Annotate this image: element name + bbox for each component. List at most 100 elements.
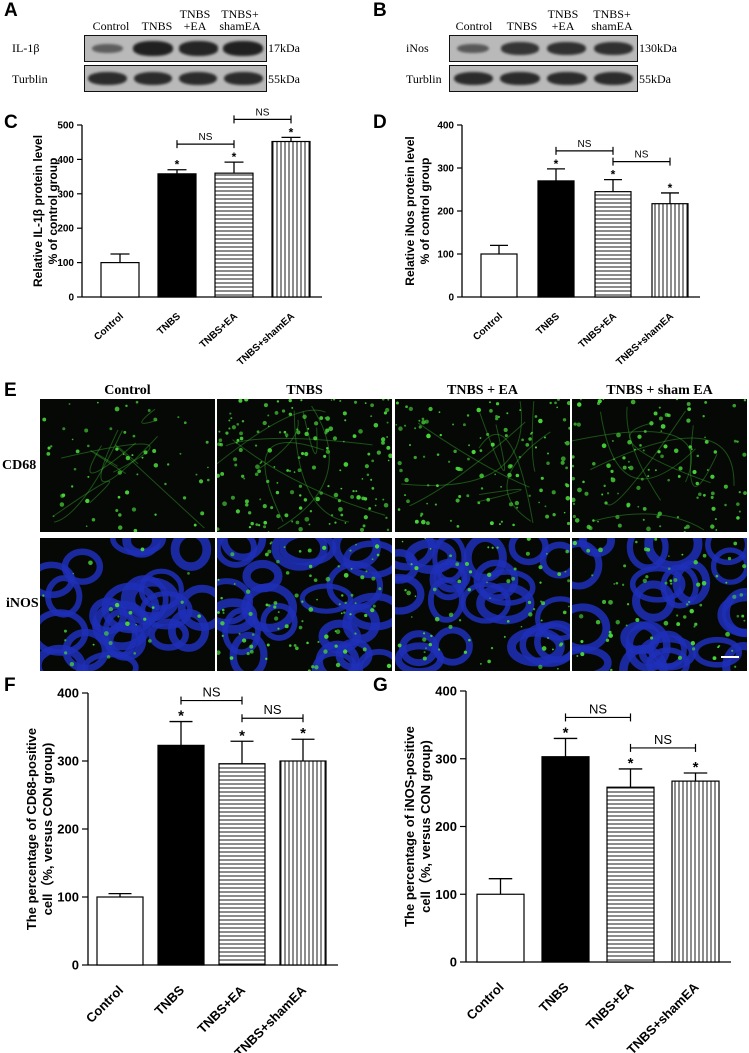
chart-d-bar-3 — [594, 191, 632, 298]
chart-g-bracket-1-label: NS — [589, 701, 607, 716]
chart-f-bar-2 — [157, 744, 205, 966]
blot-b-band-r1-lane3 — [547, 41, 587, 56]
blot-a-row2-strip — [84, 65, 267, 92]
chart-c-ylabel: Relative IL-1β protein level% of control… — [31, 135, 60, 287]
chart-d-ytick-label-2: 200 — [437, 207, 454, 218]
chart-f-category-3: TNBS+EA — [194, 982, 248, 1036]
micrograph-cd68-2 — [217, 399, 392, 532]
chart-f-ytick-label-4: 400 — [57, 686, 79, 701]
chart-g-bar-3 — [606, 786, 655, 963]
chart-d-category-4: TNBS+shamEA — [614, 311, 676, 368]
blot-b-band-r2-lane4 — [593, 71, 634, 86]
panel-letter-d: D — [373, 112, 387, 133]
blot-b-band-r2-lane2 — [500, 71, 540, 86]
chart-c-ytick-label-4: 400 — [57, 155, 74, 166]
chart-c-bar-3 — [214, 172, 254, 298]
panel-letter-c: C — [4, 112, 18, 133]
micrograph-col-tnbs-ea: TNBS + EA — [447, 383, 518, 398]
chart-f-sig-2: * — [178, 708, 184, 725]
chart-c-bar-2 — [157, 173, 197, 298]
chart-g-ytick-label-1: 100 — [435, 887, 457, 902]
chart-f-ytick-label-2: 200 — [57, 822, 79, 837]
chart-f-bar-1 — [96, 896, 144, 966]
blot-b-col-tnbs-ea: TNBS +EA — [547, 7, 579, 33]
micrograph-col-control: Control — [104, 383, 151, 398]
chart-c: 0 100 200 300 400 500 Relative IL-1β protein l… — [31, 107, 322, 368]
blot-a-band-r2-lane2 — [133, 71, 173, 86]
blot-a-band-r1-lane2 — [132, 41, 173, 56]
blot-b-row2-label: Turblin — [406, 72, 442, 86]
chart-c-bracket-1-label: NS — [199, 132, 213, 143]
chart-f-ytick-label-3: 300 — [57, 754, 79, 769]
blot-a-row1-strip — [84, 35, 267, 62]
chart-g-bar-4 — [671, 780, 720, 963]
chart-g-sig-3: * — [628, 755, 634, 772]
chart-g-bracket-2-label: NS — [654, 732, 672, 747]
chart-c-ytick-label-1: 100 — [57, 258, 74, 269]
chart-d-ytick-label-3: 300 — [437, 164, 454, 175]
chart-d-ylabel: Relative iNos protein level% of control … — [403, 136, 432, 285]
panel-letter-e: E — [4, 380, 17, 401]
chart-g-category-1: Control — [463, 980, 506, 1023]
chart-d-bracket-2-label: NS — [635, 150, 649, 161]
blot-a-col-tnbs-shamea: TNBS+ shamEA — [219, 7, 261, 33]
panel-letter-f: F — [4, 675, 16, 696]
micrograph-cd68-1 — [40, 399, 215, 532]
chart-g-category-2: TNBS — [536, 979, 572, 1015]
panel-letter-a: A — [4, 0, 18, 21]
micrograph-cd68-3 — [395, 399, 570, 532]
micrograph-inos-3 — [395, 538, 570, 671]
chart-d-bar-4 — [651, 203, 689, 298]
micrograph-cd68-4 — [572, 399, 747, 532]
blot-a-band-r1-lane3 — [178, 41, 218, 56]
blot-a-band-r1-lane1 — [92, 43, 123, 54]
blot-a-band-r1-lane4 — [223, 41, 264, 56]
chart-c-bar-1 — [100, 262, 140, 298]
chart-f-category-1: Control — [83, 983, 126, 1026]
blot-a-band-r2-lane4 — [224, 71, 263, 86]
chart-d-bracket-1-label: NS — [578, 139, 592, 150]
chart-f-ytick-label-0: 0 — [72, 958, 79, 973]
panel-letter-g: G — [373, 675, 388, 696]
blot-b-col-control: Control — [455, 19, 493, 33]
chart-c-sig-3: * — [232, 150, 237, 164]
chart-c-category-3: TNBS+EA — [198, 311, 240, 351]
blot-b-row1-strip — [449, 35, 638, 62]
chart-c-ytick-label-3: 300 — [57, 189, 74, 200]
chart-d-category-2: TNBS — [534, 311, 562, 338]
blot-b-row2-size: 55kDa — [639, 72, 671, 86]
chart-d-sig-2: * — [554, 157, 559, 171]
chart-d-category-1: Control — [471, 311, 505, 343]
chart-f-ylabel: The percentage of CD68-positivecell（%, v… — [24, 728, 55, 930]
chart-g-ytick-label-2: 200 — [435, 819, 457, 834]
blot-a-band-r2-lane1 — [88, 71, 127, 86]
chart-g-ytick-label-4: 400 — [435, 684, 457, 699]
chart-c-ytick-label-5: 500 — [57, 121, 74, 132]
chart-c-ytick-label-0: 0 — [68, 293, 74, 304]
chart-d-category-3: TNBS+EA — [577, 311, 619, 351]
chart-g: 0 100 200 300 400 The percentage of iNOS-posi… — [402, 684, 731, 1053]
blot-a-col-control: Control — [92, 19, 130, 33]
blot-b-band-r1-lane1 — [457, 43, 490, 54]
chart-f-bracket-1-label: NS — [202, 685, 220, 700]
blot-b-row1-size: 130kDa — [639, 41, 677, 55]
blot-a-row2-size: 55kDa — [268, 72, 300, 86]
blot-a-band-r2-lane3 — [178, 71, 218, 86]
blot-b-col-tnbs-shamea: TNBS+ shamEA — [591, 7, 633, 33]
chart-f-sig-4: * — [300, 725, 306, 742]
micrograph-row-inos: iNOS — [6, 596, 39, 611]
chart-g-ytick-label-3: 300 — [435, 751, 457, 766]
blot-b-band-r2-lane3 — [547, 71, 587, 86]
chart-d: 0 100 200 300 400 Relative iNos protein level… — [403, 121, 700, 368]
blot-a-row2-label: Turblin — [12, 72, 48, 86]
blot-a-row1-label: IL-1β — [12, 41, 40, 55]
chart-d-ytick-label-1: 100 — [437, 250, 454, 261]
chart-f-sig-3: * — [239, 727, 245, 744]
micrograph-inos-1 — [40, 538, 215, 671]
chart-g-bar-1 — [476, 893, 525, 963]
blot-a-row1-size: 17kDa — [268, 41, 300, 55]
blot-b-band-r1-lane4 — [594, 41, 634, 56]
chart-g-sig-2: * — [563, 724, 569, 741]
chart-d-bar-1 — [480, 253, 518, 298]
blot-b-row2-strip — [449, 65, 638, 92]
